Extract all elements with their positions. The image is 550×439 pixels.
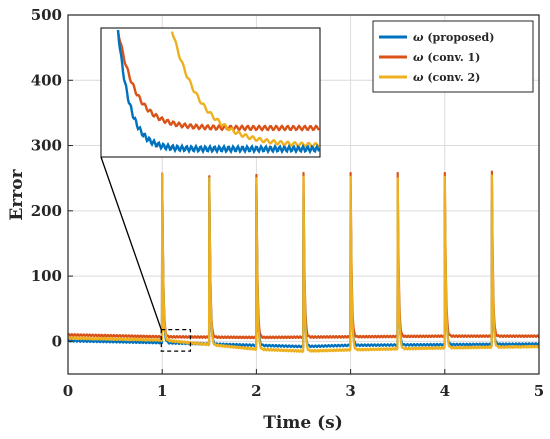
legend-entry: ω (conv. 1) (413, 51, 480, 64)
data-series (67, 170, 540, 353)
inset-frame (100, 27, 321, 158)
x-tick-label: 2 (251, 382, 261, 400)
series-line (67, 170, 540, 340)
y-tick-label: 300 (31, 137, 62, 155)
zoom-inset (100, 27, 321, 158)
inset-series-line (116, 29, 321, 155)
axis-ticks: 0 1 2 3 4 5 0 100 200 300 400 500 (31, 6, 545, 400)
zoom-connector (100, 156, 162, 330)
legend-entry: ω (conv. 2) (413, 71, 480, 84)
y-tick-label: 0 (52, 332, 62, 350)
y-tick-label: 100 (31, 267, 62, 285)
x-tick-label: 4 (440, 382, 450, 400)
y-tick-label: 200 (31, 202, 62, 220)
axes-frame (67, 14, 540, 375)
plot-area-frame (67, 14, 540, 375)
inset-series-line (116, 30, 320, 132)
zoom-region-box (160, 329, 192, 352)
legend: ω (proposed) ω (conv. 1) ω (conv. 2) (372, 20, 534, 93)
zoom-indicator (100, 156, 192, 352)
y-tick-label: 400 (31, 71, 62, 89)
y-axis-label: Error (7, 168, 27, 220)
legend-entry: ω (proposed) (413, 31, 494, 44)
series-line (67, 173, 540, 353)
x-tick-label: 5 (534, 382, 544, 400)
x-tick-label: 1 (157, 382, 167, 400)
x-axis-label: Time (s) (263, 413, 343, 433)
x-tick-label: 0 (63, 382, 73, 400)
x-tick-label: 3 (345, 382, 355, 400)
inset-series-line (170, 31, 320, 149)
y-tick-label: 500 (31, 6, 62, 24)
